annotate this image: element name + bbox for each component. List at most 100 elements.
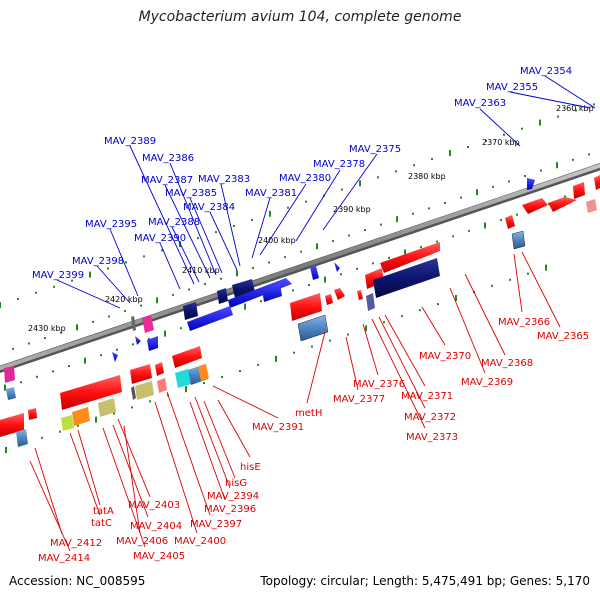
coordinate-tick: [372, 262, 374, 265]
coordinate-tick: [215, 231, 217, 234]
coordinate-tick: [419, 309, 421, 312]
gene-label-mav-2387[interactable]: MAV_2387: [141, 175, 193, 186]
coordinate-tick: [268, 261, 270, 264]
gene-label-tata[interactable]: tatA: [93, 506, 114, 517]
coordinate-tick: [125, 261, 127, 264]
gene-label-mav-2385[interactable]: MAV_2385: [165, 188, 217, 199]
coordinate-tick: [275, 355, 277, 362]
coordinate-tick: [124, 310, 126, 313]
coordinate-tick: [17, 297, 19, 300]
coordinate-tick: [348, 234, 350, 237]
gene-label-mav-2375[interactable]: MAV_2375: [349, 144, 401, 155]
coordinate-tick: [164, 330, 166, 337]
gene-label-hise[interactable]: hisE: [240, 462, 261, 473]
gene-box: [6, 387, 16, 400]
gene-label-mav-2384[interactable]: MAV_2384: [183, 202, 235, 213]
gene-label-mav-2398[interactable]: MAV_2398: [72, 256, 124, 267]
gene-arrow: [290, 293, 322, 321]
gene-arrow: [310, 266, 319, 280]
coordinate-tick: [5, 447, 7, 453]
gene-label-mav-2363[interactable]: MAV_2363: [454, 98, 506, 109]
coordinate-tick: [300, 250, 302, 253]
coordinate-tick: [107, 267, 109, 270]
gene-label-mav-2399[interactable]: MAV_2399: [32, 270, 84, 281]
coordinate-tick: [197, 237, 199, 240]
coordinate-tick: [413, 164, 415, 167]
coordinate-tick: [545, 264, 547, 271]
coordinate-tick: [575, 109, 577, 112]
gene-label-mav-2365[interactable]: MAV_2365: [537, 331, 589, 342]
gene-box: [72, 407, 90, 426]
gene-arrow: [147, 336, 158, 351]
coordinate-tick: [593, 103, 595, 106]
coordinate-tick: [60, 331, 62, 334]
gene-label-mav-2406[interactable]: MAV_2406: [116, 536, 168, 547]
gene-label-mav-2389[interactable]: MAV_2389: [104, 136, 156, 147]
gene-label-mav-2373[interactable]: MAV_2373: [406, 432, 458, 443]
gene-label-mav-2405[interactable]: MAV_2405: [133, 551, 185, 562]
gene-label-mav-2354[interactable]: MAV_2354: [520, 66, 572, 77]
coordinate-tick: [143, 255, 145, 258]
gene-label-mav-2394[interactable]: MAV_2394: [207, 491, 259, 502]
coordinate-tick: [156, 297, 158, 304]
gene-label-mav-2372[interactable]: MAV_2372: [404, 412, 456, 423]
gene-arrow: [527, 178, 535, 190]
coordinate-tick: [401, 315, 403, 318]
gene-label-mav-2396[interactable]: MAV_2396: [204, 504, 256, 515]
gene-label-mav-2368[interactable]: MAV_2368: [481, 358, 533, 369]
gene-label-mav-2381[interactable]: MAV_2381: [245, 188, 297, 199]
coordinate-tick: [149, 400, 151, 403]
gene-arrow-cluster: [172, 346, 202, 368]
gene-label-tatc[interactable]: tatC: [91, 518, 112, 529]
coordinate-tick: [260, 300, 262, 303]
gene-label-mav-2390[interactable]: MAV_2390: [134, 233, 186, 244]
gene-label-mav-2391[interactable]: MAV_2391: [252, 422, 304, 433]
gene-label-mav-2378[interactable]: MAV_2378: [313, 159, 365, 170]
gene-label-hisg[interactable]: hisG: [225, 478, 247, 489]
coordinate-ticks: [0, 103, 598, 453]
reverse-strand-genes: [0, 258, 440, 447]
gene-label-mav-2395[interactable]: MAV_2395: [85, 219, 137, 230]
gene-arrow: [522, 198, 548, 214]
gene-label-mav-2412[interactable]: MAV_2412: [50, 538, 102, 549]
gene-box: [4, 366, 15, 383]
coordinate-tick: [492, 185, 494, 188]
coordinate-tick: [428, 207, 430, 210]
coordinate-tick: [455, 295, 457, 301]
coordinate-tick: [359, 180, 361, 187]
gene-label-mav-2400[interactable]: MAV_2400: [174, 536, 226, 547]
coordinate-tick: [284, 256, 286, 259]
gene-label-mav-2386[interactable]: MAV_2386: [142, 153, 194, 164]
gene-label-mav-2397[interactable]: MAV_2397: [190, 519, 242, 530]
gene-label-mav-2355[interactable]: MAV_2355: [486, 82, 538, 93]
gene-arrow: [130, 364, 152, 384]
coordinate-tick: [89, 271, 91, 278]
gene-box: [511, 230, 526, 250]
coordinate-tick: [420, 246, 422, 249]
gene-label-mav-2404[interactable]: MAV_2404: [130, 521, 182, 532]
coordinate-tick: [92, 320, 94, 323]
gene-label-mav-2366[interactable]: MAV_2366: [498, 317, 550, 328]
gene-arrow: [155, 362, 164, 376]
gene-label-mav-2369[interactable]: MAV_2369: [461, 377, 513, 388]
gene-label-mav-2376[interactable]: MAV_2376: [353, 379, 405, 390]
gene-label-mav-2370[interactable]: MAV_2370: [419, 351, 471, 362]
coordinate-tick: [556, 162, 558, 169]
coordinate-tick: [257, 363, 259, 366]
coordinate-tick: [572, 158, 574, 161]
gene-label-meth[interactable]: metH: [295, 408, 322, 419]
gene-label-mav-2380[interactable]: MAV_2380: [279, 173, 331, 184]
coordinate-tick: [220, 277, 222, 280]
gene-box: [142, 315, 154, 333]
gene-label-mav-2414[interactable]: MAV_2414: [38, 553, 90, 564]
gene-label-mav-2383[interactable]: MAV_2383: [198, 174, 250, 185]
coordinate-tick: [437, 303, 439, 306]
forward-strand-genes: [4, 175, 600, 400]
genome-backbone-highlight: [0, 163, 600, 371]
gene-label-mav-2388[interactable]: MAV_2388: [148, 217, 200, 228]
gene-label-mav-2377[interactable]: MAV_2377: [333, 394, 385, 405]
coordinate-tick: [431, 158, 433, 161]
gene-arrow: [28, 408, 37, 420]
gene-label-mav-2403[interactable]: MAV_2403: [128, 500, 180, 511]
gene-label-mav-2371[interactable]: MAV_2371: [401, 391, 453, 402]
